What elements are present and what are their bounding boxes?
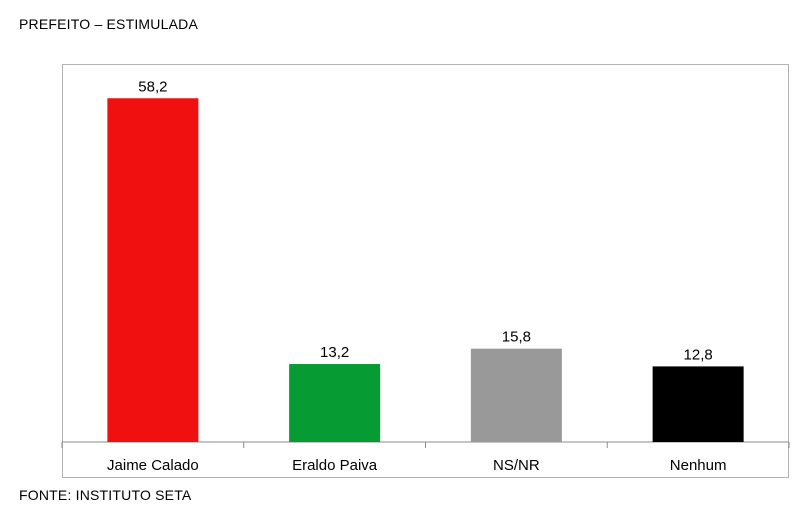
bar-group — [107, 98, 744, 442]
bar-value-label: 12,8 — [684, 346, 713, 363]
bar-value-label: 15,8 — [502, 329, 531, 346]
category-label-group: Jaime Calado Eraldo Paiva NS/NR Nenhum — [107, 457, 726, 474]
bar-value-label: 58,2 — [138, 78, 167, 95]
source-note: FONTE: INSTITUTO SETA — [19, 487, 192, 503]
chart-title: PREFEITO – ESTIMULADA — [19, 16, 198, 32]
x-axis-ticks — [61, 442, 790, 448]
bar-3 — [652, 366, 744, 442]
category-label: Jaime Calado — [107, 457, 199, 474]
bar-2 — [470, 348, 562, 442]
bar-1 — [289, 364, 381, 442]
category-label: Nenhum — [670, 457, 727, 474]
bar-value-label: 13,2 — [320, 344, 349, 361]
category-label: NS/NR — [493, 457, 540, 474]
category-label: Eraldo Paiva — [292, 457, 378, 474]
value-label-group: 58,2 13,2 15,8 12,8 — [138, 78, 712, 363]
bar-0 — [107, 98, 199, 442]
chart-frame — [62, 64, 789, 478]
